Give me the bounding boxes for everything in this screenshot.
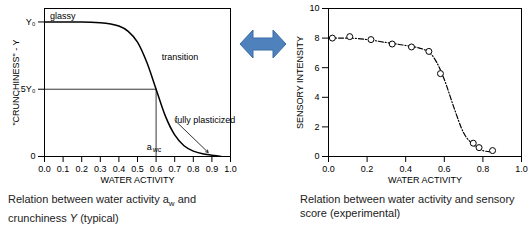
svg-text:0.5: 0.5 [131,164,144,174]
svg-text:0.3: 0.3 [94,164,107,174]
svg-text:0.2: 0.2 [361,164,374,174]
svg-text:0.6: 0.6 [438,164,451,174]
svg-text:a: a [147,142,152,152]
svg-text:0.1: 0.1 [57,164,70,174]
svg-text:0: 0 [314,151,319,161]
svg-text:0.0: 0.0 [38,164,51,174]
svg-text:fully plasticized: fully plasticized [175,115,236,125]
svg-text:0.8: 0.8 [477,164,490,174]
svg-text:0.4: 0.4 [399,164,412,174]
svg-text:transition: transition [162,52,199,62]
svg-text:0.8: 0.8 [187,164,200,174]
svg-text:10: 10 [309,3,319,13]
svg-text:1.0: 1.0 [515,164,528,174]
svg-text:wc: wc [152,146,162,153]
svg-text:0.7: 0.7 [168,164,181,174]
svg-text:0.4: 0.4 [113,164,126,174]
svg-text:0: 0 [30,151,35,161]
html-text:Relation between water activit: Relation between water activity awand cr… [8,193,196,225]
html-text:Relation between water activit: Relation between water activity and sens… [300,193,515,219]
svg-text:6: 6 [314,63,319,73]
svg-text:0.9: 0.9 [206,164,219,174]
svg-text:WATER ACTIVITY: WATER ACTIVITY [100,175,174,185]
svg-text:.5Y₀: .5Y₀ [18,84,36,95]
svg-text:SENSORY INTENSITY: SENSORY INTENSITY [295,36,305,129]
svg-text:0.0: 0.0 [322,164,335,174]
svg-text:4: 4 [314,92,319,102]
svg-text:"CRUNCHINESS" - Y: "CRUNCHINESS" - Y [11,39,21,125]
svg-text:WATER ACTIVITY: WATER ACTIVITY [388,175,462,185]
svg-text:0.2: 0.2 [75,164,88,174]
svg-text:2: 2 [314,122,319,132]
svg-text:8: 8 [314,33,319,43]
svg-text:Y₀: Y₀ [26,17,36,27]
svg-text:1.0: 1.0 [224,164,237,174]
svg-text:glassy: glassy [50,11,76,21]
svg-text:0.6: 0.6 [150,164,163,174]
